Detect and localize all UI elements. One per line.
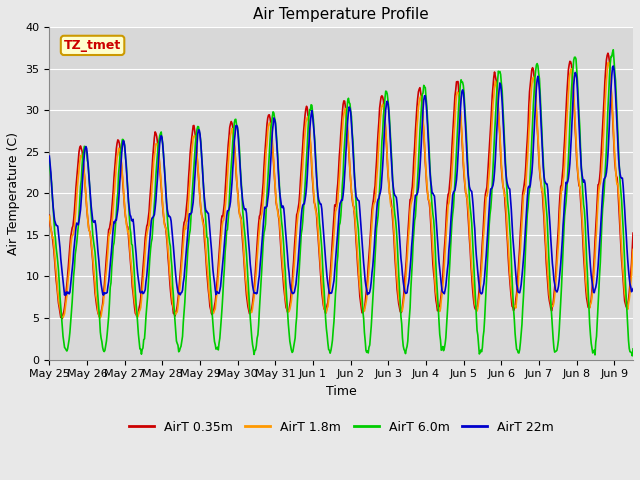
Line: AirT 0.35m: AirT 0.35m (49, 53, 633, 319)
AirT 0.35m (45, 213, 53, 218)
AirT 6.0m (609, 47, 617, 53)
AirT 0.35m (435, 307, 443, 312)
AirT 6.0m (435, 305, 442, 311)
AirT 0.35m (403, 258, 410, 264)
AirT 1.8m (251, 286, 259, 291)
AirT 0.35m (273, 204, 281, 210)
AirT 22m (100, 292, 108, 298)
AirT 0.35m (251, 277, 259, 283)
AirT 1.8m (403, 269, 410, 275)
AirT 0.35m (629, 230, 637, 236)
AirT 6.0m (250, 351, 258, 357)
Text: TZ_tmet: TZ_tmet (64, 39, 121, 52)
Y-axis label: Air Temperature (C): Air Temperature (C) (7, 132, 20, 255)
AirT 22m (115, 198, 122, 204)
AirT 22m (273, 143, 281, 149)
AirT 1.8m (222, 197, 230, 203)
AirT 1.8m (97, 315, 104, 321)
AirT 0.35m (604, 50, 612, 56)
AirT 6.0m (221, 249, 229, 254)
AirT 22m (251, 290, 259, 296)
X-axis label: Time: Time (326, 385, 356, 398)
AirT 1.8m (115, 145, 122, 151)
AirT 1.8m (273, 204, 281, 210)
Line: AirT 6.0m: AirT 6.0m (49, 50, 633, 356)
Title: Air Temperature Profile: Air Temperature Profile (253, 7, 429, 22)
AirT 22m (45, 153, 53, 159)
AirT 6.0m (114, 190, 122, 196)
Line: AirT 1.8m: AirT 1.8m (49, 62, 633, 318)
AirT 22m (222, 222, 230, 228)
AirT 6.0m (628, 353, 636, 359)
AirT 0.35m (222, 177, 230, 182)
AirT 22m (629, 286, 637, 291)
AirT 1.8m (435, 305, 443, 311)
AirT 22m (435, 259, 443, 264)
AirT 22m (403, 290, 410, 296)
AirT 0.35m (58, 316, 66, 322)
AirT 1.8m (629, 247, 637, 252)
AirT 0.35m (115, 138, 122, 144)
Line: AirT 22m: AirT 22m (49, 66, 633, 295)
Legend: AirT 0.35m, AirT 1.8m, AirT 6.0m, AirT 22m: AirT 0.35m, AirT 1.8m, AirT 6.0m, AirT 2… (124, 416, 559, 439)
AirT 22m (609, 63, 617, 69)
AirT 6.0m (272, 127, 280, 133)
AirT 6.0m (629, 346, 637, 352)
AirT 1.8m (605, 60, 612, 65)
AirT 6.0m (45, 156, 53, 161)
AirT 6.0m (402, 351, 410, 357)
AirT 1.8m (45, 213, 53, 219)
